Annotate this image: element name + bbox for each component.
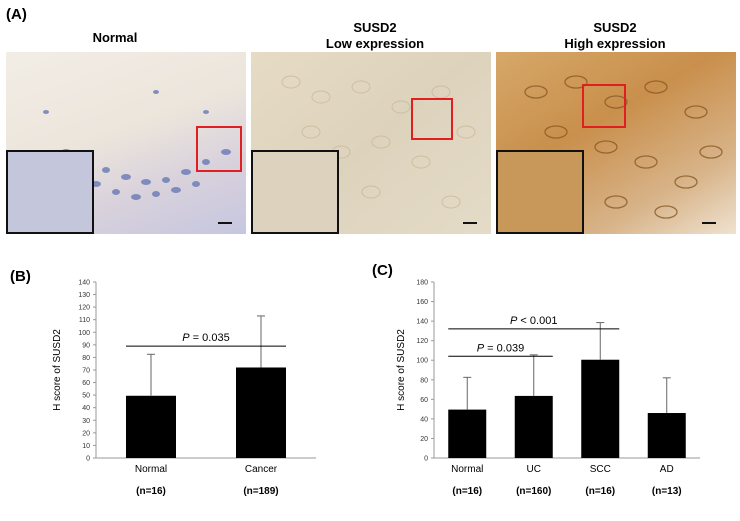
y-tick-label: 160 (416, 299, 428, 306)
zoom-inset (251, 150, 339, 234)
y-axis-label: H score of SUSD2 (52, 329, 63, 411)
y-tick-label: 70 (82, 368, 90, 375)
panel-label-a: (A) (6, 6, 27, 23)
bar-chart-c: 0 20 40 60 80 100 120 140 160 180 H score of SUSD2… (396, 280, 700, 497)
y-tick-label: 40 (82, 405, 90, 412)
y-tick-label: 100 (78, 330, 90, 337)
zoom-inset (496, 150, 584, 234)
sample-size-label: (n=16) (585, 486, 615, 497)
y-tick-label: 20 (420, 436, 428, 443)
x-tick-label: UC (527, 464, 541, 475)
panel-label-c: (C) (372, 262, 393, 279)
bar-normal (448, 409, 487, 458)
x-tick-label: SCC (590, 464, 611, 475)
p-value-annotation: P = 0.039 (477, 342, 524, 354)
y-tick-label: 180 (416, 280, 428, 287)
y-tick-label: 0 (86, 456, 90, 463)
micrograph-title-normal: Normal (60, 30, 170, 46)
y-axis-label: H score of SUSD2 (396, 329, 407, 411)
x-tick-label: Normal (451, 464, 483, 475)
roi-highlight (582, 84, 626, 128)
y-tick-label: 20 (82, 430, 90, 437)
y-tick-label: 140 (78, 280, 90, 287)
y-tick-label: 80 (420, 377, 428, 384)
micrograph-title-high: SUSD2 High expression (540, 20, 690, 52)
y-tick-label: 40 (420, 416, 428, 423)
sample-size-label: (n=189) (243, 486, 278, 497)
y-tick-label: 60 (82, 380, 90, 387)
y-tick-label: 100 (416, 358, 428, 365)
y-tick-label: 80 (82, 355, 90, 362)
tissue-texture (281, 75, 476, 209)
micrograph-title-line2: Low expression (325, 36, 425, 51)
bar-ad (647, 413, 686, 458)
y-tick-label: 30 (82, 418, 90, 425)
y-tick-label: 120 (78, 305, 90, 312)
micrograph-title-line1: SUSD2 (593, 20, 637, 35)
bar-chart-b: 0 10 20 30 40 50 60 70 80 90 100 110 120 130 140 H scor… (52, 280, 316, 497)
bar-scc (581, 359, 620, 458)
sample-size-label: (n=16) (452, 486, 482, 497)
y-tick-label: 140 (416, 319, 428, 326)
micrograph-high (496, 52, 736, 234)
x-tick-label: Cancer (245, 464, 278, 475)
y-tick-label: 90 (82, 342, 90, 349)
y-tick-label: 110 (79, 317, 90, 324)
sample-size-label: (n=13) (652, 486, 682, 497)
bar-normal (126, 395, 176, 458)
y-tick-label: 50 (82, 393, 90, 400)
p-value-annotation: P < 0.001 (510, 315, 557, 327)
x-tick-label: AD (660, 464, 674, 475)
scale-bar (702, 222, 716, 224)
bar-cancer (236, 367, 286, 458)
bar-uc (514, 395, 553, 458)
tissue-texture (524, 75, 723, 219)
y-tick-label: 10 (82, 443, 90, 450)
micrograph-title-low: SUSD2 Low expression (300, 20, 450, 52)
panel-label-b: (B) (10, 268, 31, 285)
roi-highlight (411, 98, 453, 140)
scale-bar (218, 222, 232, 224)
sample-size-label: (n=160) (516, 486, 551, 497)
micrograph-title-line2: High expression (564, 36, 666, 51)
zoom-inset (6, 150, 94, 234)
p-value-annotation: P = 0.035 (182, 332, 229, 344)
micrograph-title-line1: SUSD2 (353, 20, 397, 35)
x-tick-label: Normal (135, 464, 167, 475)
micrograph-normal (6, 52, 246, 234)
y-tick-label: 130 (78, 292, 90, 299)
micrograph-title-line1: Normal (92, 30, 138, 45)
scale-bar (463, 222, 477, 224)
y-tick-label: 60 (420, 397, 428, 404)
y-tick-label: 120 (416, 338, 428, 345)
sample-size-label: (n=16) (136, 486, 166, 497)
micrograph-low (251, 52, 491, 234)
roi-highlight (196, 126, 242, 172)
y-tick-label: 0 (424, 456, 428, 463)
